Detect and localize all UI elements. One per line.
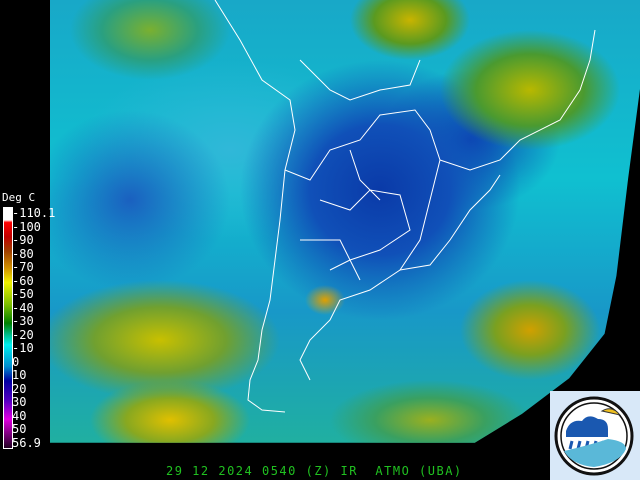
political-borders [214,0,596,413]
image-caption: 29 12 2024 0540 (Z) IR ATMO (UBA) [166,464,463,478]
legend-tick: -40 [12,300,34,315]
ir-satellite-image [50,0,640,443]
temperature-colorbar [3,207,13,449]
legend-tick: -100 [12,219,41,234]
legend-tick: 0 [12,354,20,369]
provinces [300,149,411,281]
legend-tick: 10 [12,368,27,382]
legend-tick: -20 [12,327,34,342]
argentina-border [284,109,441,381]
atmo-uba-logo [550,391,640,480]
legend-tick: -10 [12,341,34,355]
legend-tick: 56.9 [12,435,41,450]
andes-coastline [214,0,296,413]
legend-tick: 40 [12,408,27,423]
legend-tick: 20 [12,381,27,396]
bolivia-border [299,59,421,101]
legend-tick: -80 [12,246,34,261]
uruguay-border [399,174,501,271]
legend-tick: -110.1 [12,206,56,220]
weather-logo-icon [554,396,634,476]
legend-tick: 50 [12,422,27,436]
legend-tick: -60 [12,273,34,288]
legend-tick: -50 [12,287,34,301]
legend-title: Deg C [2,191,36,204]
legend-tick: -30 [12,314,34,328]
legend-tick: 30 [12,395,27,409]
legend-tick: -70 [12,260,34,274]
legend-tick: -90 [12,233,34,247]
brazil-coast [439,29,596,171]
